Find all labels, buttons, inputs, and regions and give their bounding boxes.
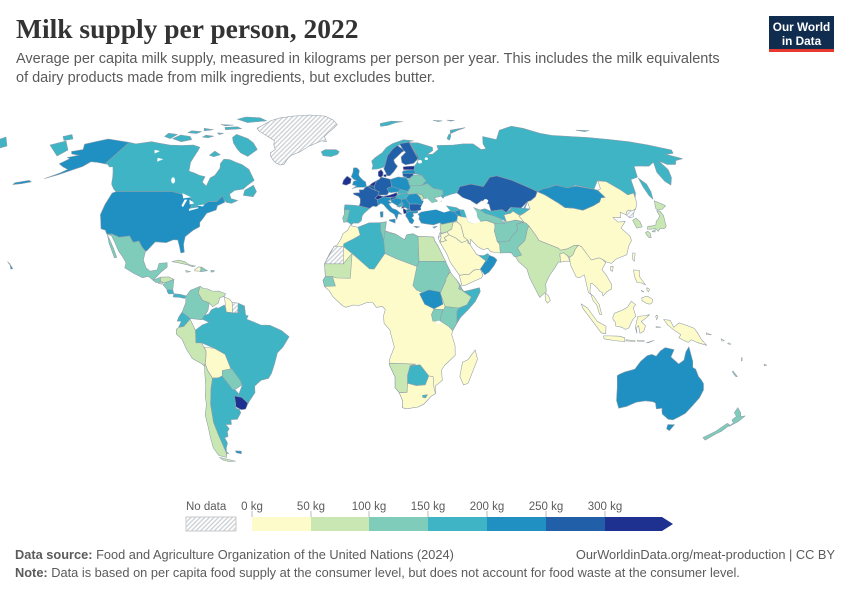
svg-text:No data: No data <box>186 501 227 513</box>
svg-text:0 kg: 0 kg <box>241 501 263 513</box>
svg-text:150 kg: 150 kg <box>411 501 446 513</box>
svg-text:250 kg: 250 kg <box>529 501 564 513</box>
svg-text:100 kg: 100 kg <box>352 501 387 513</box>
svg-text:50 kg: 50 kg <box>297 501 325 513</box>
svg-text:200 kg: 200 kg <box>470 501 505 513</box>
svg-text:300 kg: 300 kg <box>588 501 623 513</box>
